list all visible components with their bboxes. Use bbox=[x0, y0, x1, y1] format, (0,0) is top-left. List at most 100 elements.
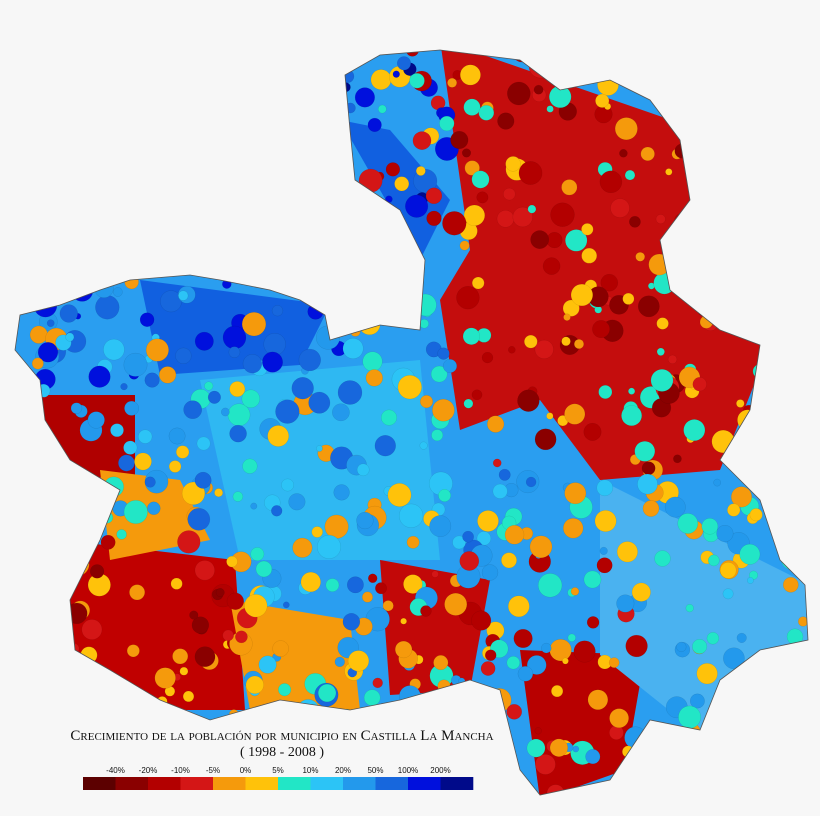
municipality bbox=[779, 472, 796, 489]
municipality bbox=[528, 53, 554, 79]
legend-swatch bbox=[278, 777, 311, 790]
municipality bbox=[215, 588, 225, 597]
municipality bbox=[699, 160, 718, 179]
municipality bbox=[292, 537, 313, 558]
municipality bbox=[89, 174, 108, 193]
municipality bbox=[679, 741, 694, 756]
municipality bbox=[20, 739, 45, 764]
municipality bbox=[232, 491, 244, 502]
municipality bbox=[784, 725, 798, 739]
municipality bbox=[167, 147, 181, 161]
municipality bbox=[87, 411, 105, 429]
municipality bbox=[88, 365, 111, 388]
municipality bbox=[126, 644, 140, 658]
municipality bbox=[703, 294, 727, 318]
legend-label: -10% bbox=[171, 766, 190, 775]
municipality bbox=[549, 738, 568, 757]
municipality bbox=[204, 381, 214, 391]
municipality bbox=[599, 170, 623, 194]
municipality bbox=[473, 747, 494, 768]
municipality bbox=[763, 199, 785, 221]
municipality bbox=[120, 141, 143, 165]
municipality bbox=[288, 493, 306, 511]
municipality bbox=[745, 742, 764, 761]
municipality bbox=[437, 347, 450, 360]
municipality bbox=[749, 508, 763, 522]
municipality bbox=[706, 195, 717, 207]
municipality bbox=[713, 478, 722, 487]
municipality bbox=[133, 702, 141, 711]
municipality bbox=[70, 402, 83, 414]
municipality bbox=[430, 695, 446, 711]
municipality bbox=[773, 103, 797, 128]
municipality bbox=[685, 603, 694, 613]
municipality bbox=[67, 664, 83, 681]
municipality bbox=[367, 117, 382, 132]
municipality bbox=[740, 424, 752, 435]
municipality bbox=[672, 728, 690, 746]
municipality bbox=[220, 407, 230, 417]
municipality bbox=[175, 347, 192, 364]
municipality bbox=[310, 135, 327, 152]
municipality bbox=[21, 372, 37, 388]
municipality bbox=[549, 638, 572, 662]
municipality bbox=[208, 224, 223, 239]
municipality bbox=[132, 222, 145, 235]
municipality bbox=[635, 251, 646, 262]
municipality bbox=[62, 558, 74, 570]
municipality bbox=[533, 84, 544, 95]
municipality bbox=[189, 610, 199, 620]
municipality bbox=[454, 741, 475, 762]
municipality bbox=[59, 304, 78, 323]
municipality bbox=[438, 489, 451, 502]
municipality bbox=[385, 195, 393, 203]
municipality bbox=[487, 415, 505, 433]
municipality bbox=[726, 132, 741, 147]
municipality bbox=[563, 518, 584, 539]
municipality bbox=[789, 198, 806, 215]
municipality bbox=[586, 616, 600, 629]
municipality bbox=[213, 742, 227, 756]
municipality bbox=[759, 397, 768, 406]
municipality bbox=[63, 550, 77, 563]
municipality bbox=[223, 235, 240, 252]
municipality bbox=[201, 153, 223, 174]
municipality bbox=[31, 357, 44, 370]
municipality bbox=[101, 147, 114, 161]
municipality bbox=[56, 190, 73, 207]
municipality bbox=[485, 649, 497, 661]
municipality bbox=[778, 526, 790, 537]
municipality bbox=[399, 503, 424, 528]
municipality bbox=[271, 305, 284, 317]
municipality bbox=[471, 170, 490, 189]
municipality bbox=[462, 327, 480, 345]
municipality bbox=[144, 372, 160, 388]
municipality bbox=[692, 639, 708, 655]
municipality bbox=[676, 641, 687, 653]
municipality bbox=[239, 260, 264, 285]
municipality bbox=[33, 293, 58, 318]
municipality bbox=[240, 256, 248, 263]
municipality bbox=[667, 354, 678, 365]
municipality bbox=[749, 75, 770, 95]
municipality bbox=[74, 250, 89, 265]
municipality bbox=[342, 338, 364, 359]
municipality bbox=[616, 594, 635, 613]
municipality bbox=[729, 104, 750, 125]
municipality bbox=[616, 541, 638, 563]
municipality bbox=[433, 655, 449, 671]
municipality bbox=[741, 52, 759, 70]
municipality bbox=[51, 465, 70, 485]
municipality bbox=[158, 247, 183, 272]
municipality bbox=[534, 339, 554, 359]
municipality bbox=[653, 272, 676, 295]
municipality bbox=[333, 484, 350, 501]
municipality bbox=[701, 518, 719, 535]
municipality bbox=[397, 56, 412, 71]
municipality bbox=[17, 148, 27, 158]
municipality bbox=[560, 59, 576, 75]
municipality bbox=[23, 722, 35, 734]
municipality bbox=[36, 519, 46, 529]
municipality bbox=[61, 50, 81, 60]
municipality bbox=[459, 64, 481, 86]
